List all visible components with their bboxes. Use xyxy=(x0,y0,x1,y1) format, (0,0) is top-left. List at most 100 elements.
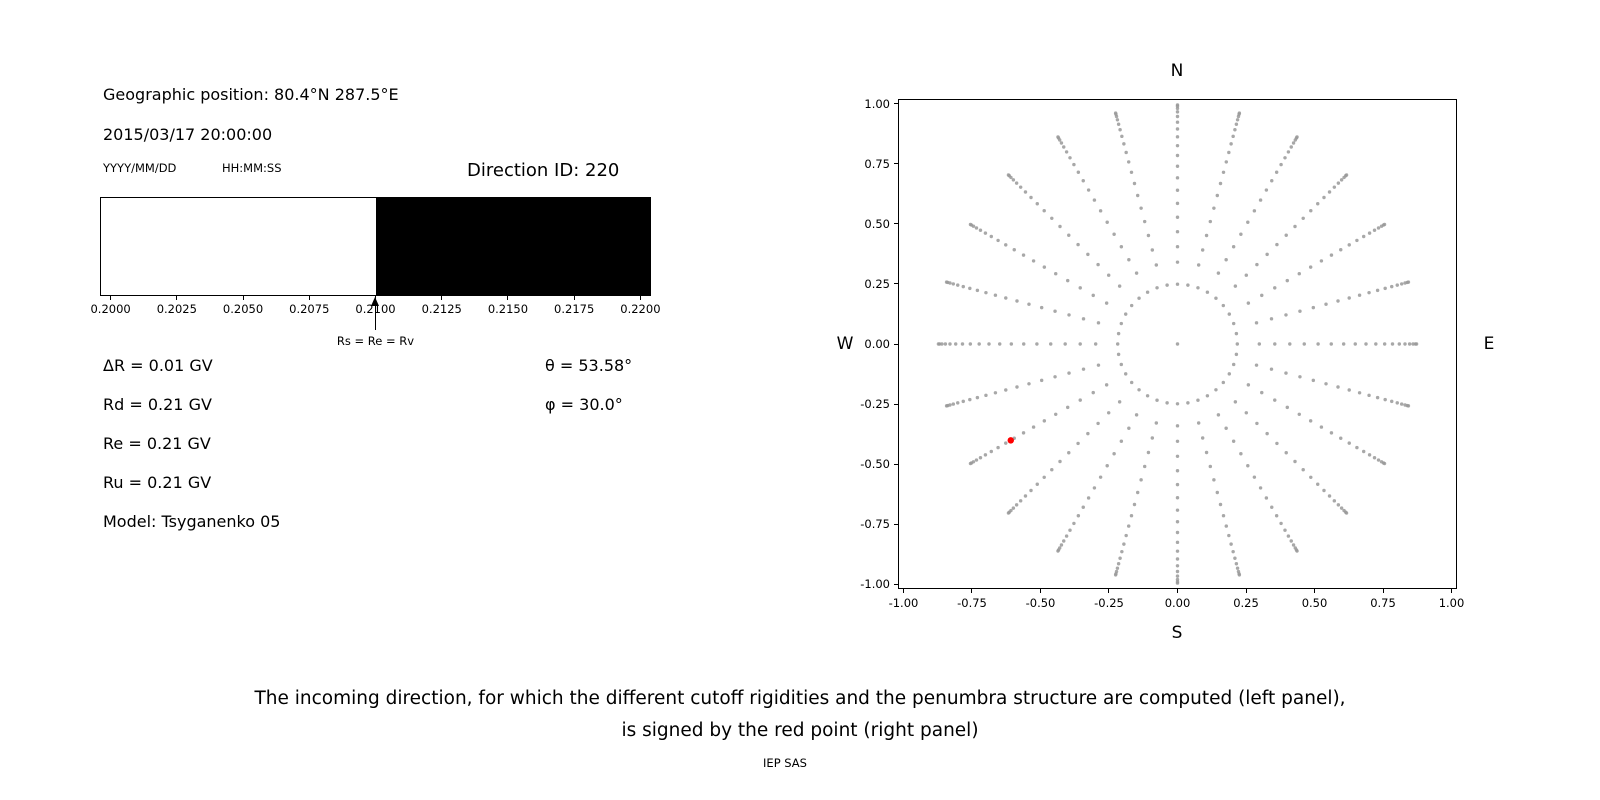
direction-dot xyxy=(1297,412,1301,417)
direction-dot xyxy=(1119,439,1124,443)
direction-dot xyxy=(1301,467,1305,472)
direction-dot xyxy=(1264,188,1269,192)
direction-dot xyxy=(1205,290,1210,294)
direction-dot xyxy=(1279,162,1283,167)
direction-dot xyxy=(1235,118,1240,122)
direction-dot xyxy=(1175,482,1180,487)
direction-dot xyxy=(1302,342,1306,346)
direction-dot xyxy=(1339,436,1343,440)
direction-dot xyxy=(1383,286,1387,291)
direction-dot xyxy=(1274,170,1279,174)
direction-dot xyxy=(961,399,965,404)
direction-dot xyxy=(1309,475,1313,480)
direction-dot xyxy=(1135,490,1140,495)
direction-dot xyxy=(1112,232,1116,236)
direction-dot xyxy=(1273,286,1277,290)
direction-dot xyxy=(961,284,965,289)
direction-dot xyxy=(1063,342,1067,346)
direction-dot xyxy=(1076,514,1081,518)
scatter-x-tick-label: 0.75 xyxy=(1370,596,1396,610)
direction-dot xyxy=(1244,273,1249,277)
direction-dot xyxy=(1154,263,1159,267)
direction-dot xyxy=(1347,441,1351,445)
direction-dot xyxy=(1098,475,1103,479)
direction-dot xyxy=(1395,401,1399,405)
scatter-x-tick-mark xyxy=(1451,589,1453,593)
direction-dot xyxy=(1221,513,1226,518)
direction-dot xyxy=(1124,150,1128,155)
direction-dot xyxy=(1050,216,1054,221)
direction-dot xyxy=(1208,464,1213,469)
direction-dot xyxy=(1175,244,1180,249)
direction-dot xyxy=(1375,395,1380,400)
direction-dot xyxy=(1224,258,1228,262)
direction-dot xyxy=(975,395,980,400)
direction-dot xyxy=(1039,378,1044,383)
direction-dot xyxy=(1175,282,1180,286)
direction-dot xyxy=(1231,134,1235,139)
direction-dot xyxy=(1175,402,1180,406)
direction-dot xyxy=(1116,122,1121,126)
direction-dot xyxy=(1231,362,1236,367)
direction-dot xyxy=(1086,431,1090,436)
direction-dot xyxy=(951,402,956,406)
direction-dot xyxy=(1295,549,1299,553)
direction-dot xyxy=(1269,367,1274,371)
direction-dot xyxy=(1186,283,1190,287)
direction-dot xyxy=(1286,150,1291,154)
direction-dot xyxy=(1081,179,1085,183)
scatter-y-tick-mark xyxy=(894,403,898,405)
direction-dot xyxy=(1367,290,1371,295)
direction-dot xyxy=(1329,431,1334,435)
direction-dot xyxy=(1031,259,1036,263)
direction-dot xyxy=(1196,286,1200,290)
direction-dot xyxy=(1035,202,1039,206)
date-format-label: YYYY/MM/DD xyxy=(103,161,177,175)
direction-dot xyxy=(1382,461,1387,466)
direction-dot xyxy=(1274,514,1279,518)
direction-dot xyxy=(1364,342,1368,346)
direction-dot xyxy=(1021,431,1026,435)
direction-dot xyxy=(1374,342,1378,346)
scatter-y-tick-label: -0.25 xyxy=(860,397,890,412)
direction-dot xyxy=(1329,253,1334,257)
direction-dot xyxy=(1165,283,1169,287)
direction-dot xyxy=(1011,506,1016,510)
scatter-x-tick-mark xyxy=(1108,589,1110,593)
direction-dot xyxy=(1244,411,1249,415)
scatter-x-tick-label: 0.50 xyxy=(1301,596,1328,610)
direction-dot xyxy=(1081,317,1086,321)
direction-dot xyxy=(1324,382,1328,386)
direction-dot xyxy=(1067,233,1071,237)
direction-dot xyxy=(1284,371,1288,375)
direction-scatter-plot xyxy=(898,99,1457,589)
direction-dot xyxy=(1227,533,1231,538)
direction-dot xyxy=(1112,452,1116,456)
direction-dot xyxy=(1403,342,1407,346)
direction-dot xyxy=(968,461,973,466)
scatter-y-tick-label: 0.75 xyxy=(864,156,890,171)
direction-dot xyxy=(1341,342,1346,346)
direction-dot xyxy=(1361,234,1366,239)
scatter-y-tick-mark xyxy=(894,283,898,285)
direction-dot xyxy=(1120,134,1124,139)
direction-dot xyxy=(1407,342,1412,346)
direction-dot xyxy=(1367,453,1372,457)
penumbra-x-tick-label: 0.2150 xyxy=(487,302,529,316)
direction-dot xyxy=(1234,331,1239,336)
direction-dot xyxy=(968,286,972,291)
direction-dot xyxy=(1275,441,1279,446)
direction-dot xyxy=(1212,206,1216,210)
direction-dot xyxy=(1050,467,1054,472)
direction-dot xyxy=(1175,114,1180,119)
direction-dot xyxy=(1116,562,1121,566)
param-model: Model: Tsyganenko 05 xyxy=(103,512,281,531)
direction-dot xyxy=(1196,263,1201,267)
direction-dot xyxy=(1309,208,1313,213)
direction-dot xyxy=(1113,111,1118,115)
direction-dot xyxy=(1308,419,1313,423)
direction-dot xyxy=(1105,464,1109,468)
direction-dot xyxy=(998,342,1002,346)
direction-dot xyxy=(1127,258,1131,262)
direction-dot xyxy=(1175,454,1180,459)
